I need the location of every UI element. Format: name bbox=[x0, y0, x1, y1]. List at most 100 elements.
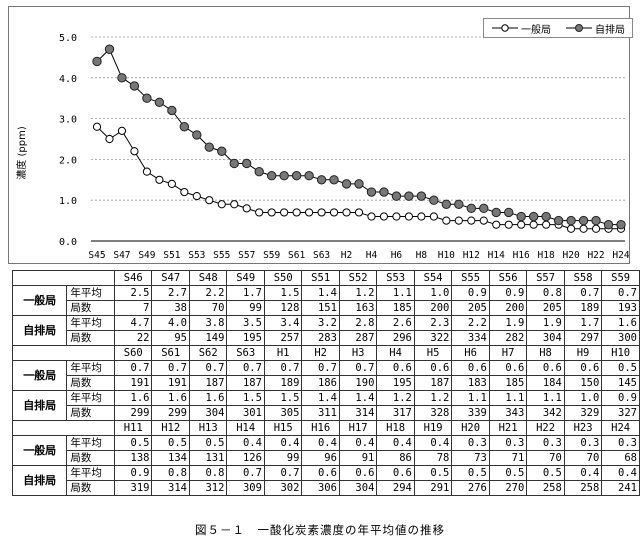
count-value: 189 bbox=[263, 375, 303, 391]
data-point-roadside bbox=[329, 175, 339, 185]
data-point-roadside bbox=[142, 93, 152, 103]
count-value: 339 bbox=[451, 405, 490, 421]
count-value: 302 bbox=[263, 480, 303, 496]
count-value: 7 bbox=[113, 300, 153, 316]
avg-value: 0.5 bbox=[488, 465, 528, 481]
avg-value: 1.2 bbox=[413, 390, 453, 406]
data-point-roadside bbox=[291, 171, 302, 181]
year-header: H19 bbox=[413, 420, 453, 436]
avg-value: 0.7 bbox=[263, 465, 303, 481]
data-point-general bbox=[304, 208, 314, 217]
count-value: 205 bbox=[451, 300, 490, 316]
avg-value: 0.9 bbox=[488, 285, 528, 301]
y-tick-label: 2.0 bbox=[59, 155, 77, 166]
year-header: H10 bbox=[601, 345, 640, 361]
data-point-roadside bbox=[391, 191, 402, 201]
x-tick-label: S49 bbox=[138, 250, 155, 261]
x-tick-label: H20 bbox=[563, 250, 580, 261]
count-value: 311 bbox=[301, 405, 340, 421]
metric-label-avg: 年平均 bbox=[66, 465, 115, 481]
data-point-roadside bbox=[304, 171, 314, 181]
data-point-roadside bbox=[379, 187, 389, 197]
data-point-roadside bbox=[242, 158, 252, 169]
count-value: 70 bbox=[188, 300, 228, 316]
avg-value: 1.0 bbox=[563, 390, 603, 406]
data-point-general bbox=[542, 220, 551, 229]
avg-value: 1.2 bbox=[338, 285, 378, 301]
year-header: H23 bbox=[563, 420, 603, 436]
count-value: 70 bbox=[526, 450, 565, 466]
avg-value: 0.6 bbox=[413, 360, 453, 376]
count-value: 297 bbox=[563, 330, 603, 346]
station-label-roadside: 自排局 bbox=[11, 465, 68, 496]
avg-value: 0.6 bbox=[526, 360, 565, 376]
table-row: 一般局 年平均 0.7 0.7 0.7 0.7 0.7 0.7 0.7 0.6 0.6 0.6 0.6 0… bbox=[11, 360, 640, 391]
avg-value: 2.2 bbox=[188, 285, 228, 301]
count-value: 205 bbox=[526, 300, 565, 316]
data-point-roadside bbox=[491, 207, 501, 218]
data-point-general bbox=[566, 224, 576, 233]
data-point-roadside bbox=[441, 199, 452, 209]
year-header: S60 bbox=[113, 345, 153, 361]
avg-value: 2.2 bbox=[451, 315, 490, 331]
metric-label-avg: 年平均 bbox=[66, 360, 115, 376]
data-point-roadside bbox=[566, 215, 576, 226]
count-value: 306 bbox=[301, 480, 340, 496]
avg-value: 0.7 bbox=[151, 360, 190, 376]
legend-item-roadside: 自排局 bbox=[565, 21, 625, 36]
count-value: 145 bbox=[601, 375, 640, 391]
count-value: 329 bbox=[563, 405, 603, 421]
year-header: S48 bbox=[188, 270, 228, 286]
table-header-row: S46 S47 S48 S49 S50 S51 S52 S53 S54 S55 S56 S57 S58 S… bbox=[12, 270, 640, 286]
year-header: H4 bbox=[376, 345, 415, 361]
avg-value: 1.6 bbox=[113, 390, 153, 406]
count-value: 22 bbox=[113, 330, 153, 346]
metric-label-count: 局数 bbox=[66, 375, 115, 391]
x-tick-label: H22 bbox=[587, 250, 604, 261]
avg-value: 1.7 bbox=[226, 285, 265, 301]
x-tick-label: H2 bbox=[341, 250, 352, 261]
x-tick-label: S53 bbox=[188, 250, 205, 261]
year-header: S50 bbox=[263, 270, 303, 286]
data-point-general bbox=[255, 208, 264, 217]
avg-value: 0.4 bbox=[413, 435, 453, 451]
data-point-general bbox=[217, 200, 226, 209]
year-header: H2 bbox=[301, 345, 340, 361]
avg-value: 3.5 bbox=[226, 315, 265, 331]
data-point-general bbox=[242, 204, 251, 213]
avg-value: 0.4 bbox=[301, 435, 340, 451]
year-header: H5 bbox=[413, 345, 453, 361]
y-tick-label: 5.0 bbox=[59, 33, 77, 44]
data-point-general bbox=[367, 212, 376, 221]
avg-value: 1.5 bbox=[263, 390, 303, 406]
year-header: S47 bbox=[151, 270, 190, 286]
data-point-roadside bbox=[591, 215, 601, 226]
avg-value: 1.5 bbox=[263, 285, 303, 301]
year-header: S57 bbox=[526, 270, 565, 286]
table-corner-cell bbox=[12, 420, 115, 436]
avg-value: 0.6 bbox=[376, 360, 415, 376]
avg-value: 0.9 bbox=[113, 465, 153, 481]
count-value: 150 bbox=[563, 375, 603, 391]
year-header: H13 bbox=[188, 420, 228, 436]
data-point-roadside bbox=[192, 130, 202, 140]
data-point-general bbox=[142, 167, 152, 176]
x-tick-label: S51 bbox=[163, 250, 180, 261]
y-tick-label: 4.0 bbox=[59, 74, 77, 85]
avg-value: 0.6 bbox=[488, 360, 528, 376]
axes: 0.0 1.0 2.0 3.0 4.0 5.0 S45 S47 S49 S51 S53 S55 S57 S… bbox=[59, 33, 629, 261]
data-point-general bbox=[117, 126, 127, 135]
data-point-general bbox=[354, 208, 364, 217]
year-header: H18 bbox=[376, 420, 415, 436]
avg-value: 2.7 bbox=[151, 285, 190, 301]
count-value: 38 bbox=[151, 300, 190, 316]
count-value: 149 bbox=[188, 330, 228, 346]
data-point-general bbox=[517, 220, 526, 229]
count-value: 187 bbox=[226, 375, 265, 391]
data-point-roadside bbox=[528, 211, 539, 222]
table-corner-cell bbox=[12, 270, 115, 286]
count-value: 304 bbox=[338, 480, 378, 496]
count-value: 134 bbox=[151, 450, 190, 466]
avg-value: 1.0 bbox=[413, 285, 453, 301]
table-row: 局数 319 314 312 309 302 306 304 294 291 276 270 258 25… bbox=[13, 480, 640, 496]
